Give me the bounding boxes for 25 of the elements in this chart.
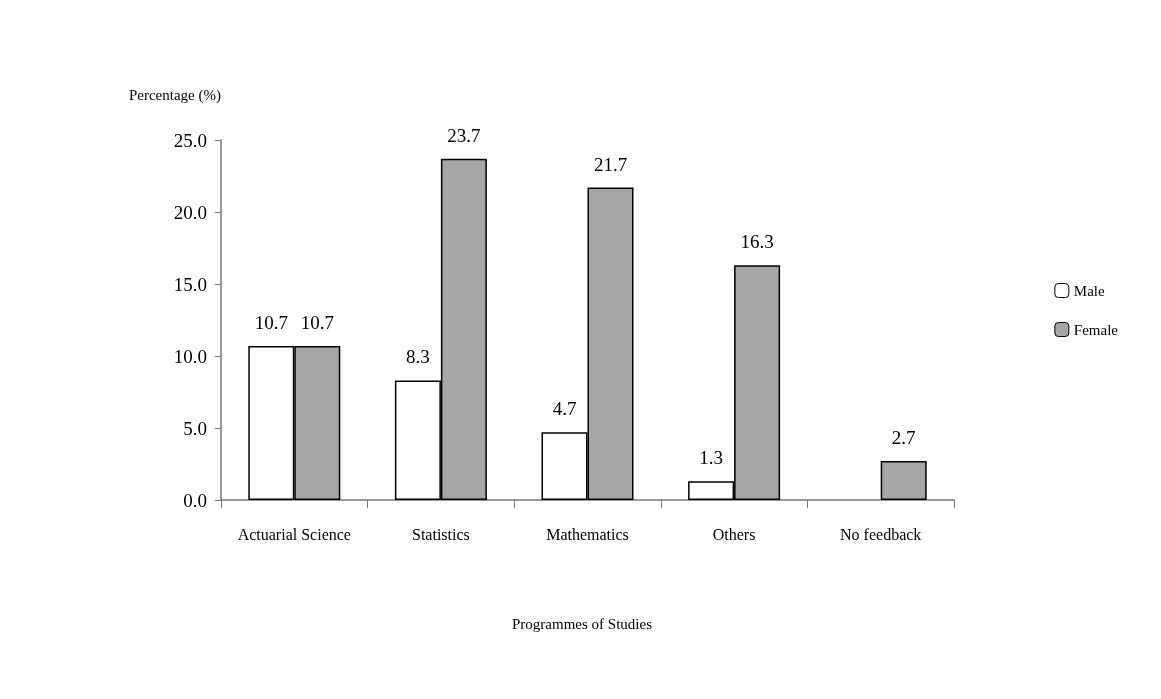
- data-label: 10.7: [300, 311, 334, 333]
- y-tick-label: 20.0: [173, 201, 207, 223]
- data-label: 4.7: [552, 398, 577, 420]
- y-tick-label: 25.0: [173, 129, 207, 151]
- data-label: 16.3: [740, 231, 774, 253]
- data-label: 21.7: [593, 153, 628, 175]
- x-tick-label: No feedback: [840, 525, 922, 543]
- data-label: 10.7: [254, 311, 288, 333]
- x-axis-title: Programmes of Studies: [512, 615, 653, 632]
- y-tick-label: 5.0: [183, 417, 207, 439]
- data-label: 23.7: [447, 124, 481, 146]
- legend-label: Male: [1073, 282, 1106, 299]
- x-tick-label: Mathematics: [546, 525, 629, 543]
- x-tick-label: Actuarial Science: [237, 525, 351, 543]
- data-label: 2.7: [891, 427, 916, 449]
- y-tick-label: 10.0: [173, 345, 207, 367]
- y-tick-label: 0.0: [183, 489, 207, 511]
- data-label: 1.3: [699, 447, 723, 469]
- y-axis-title: Percentage (%): [128, 86, 221, 104]
- data-label: 8.3: [406, 346, 430, 368]
- y-tick-label: 15.0: [173, 273, 207, 295]
- x-tick-label: Statistics: [412, 525, 470, 543]
- legend-label: Female: [1073, 321, 1119, 338]
- x-tick-label: Others: [712, 525, 756, 543]
- bar: [880, 461, 927, 500]
